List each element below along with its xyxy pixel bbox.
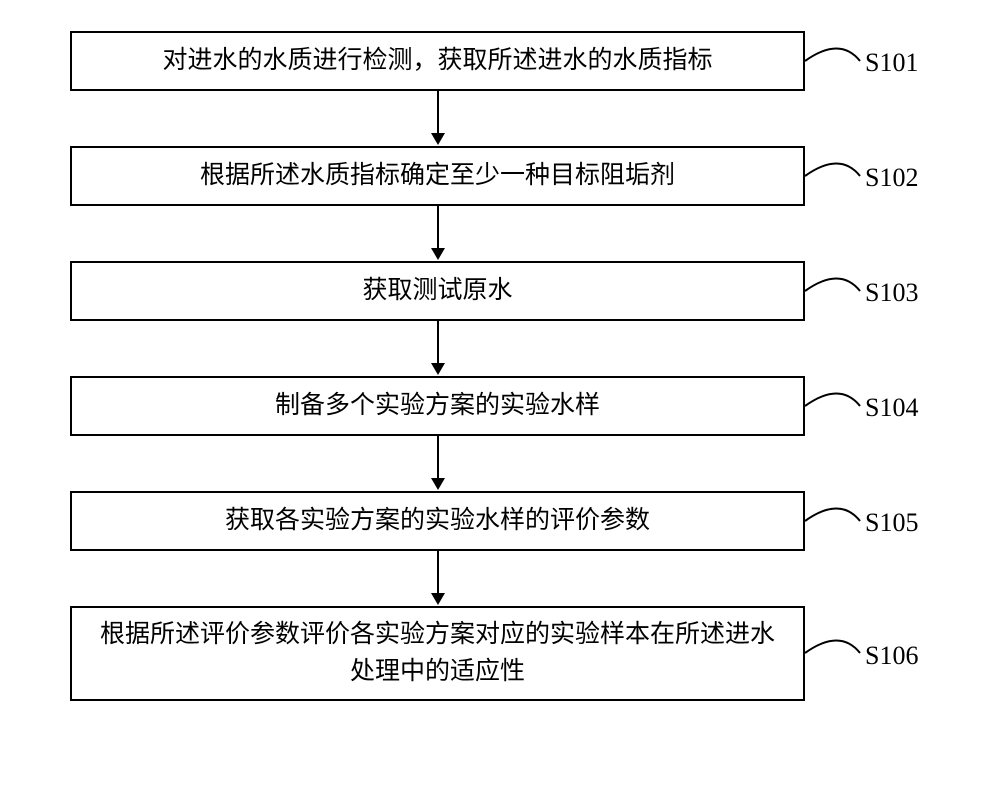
flowchart-container: 对进水的水质进行检测，获取所述进水的水质指标 S101 根据所述水质指标确定至少… bbox=[50, 26, 950, 786]
step-text-s103: 获取测试原水 bbox=[362, 272, 512, 310]
arrow-4 bbox=[431, 436, 445, 490]
step-box-s104: 制备多个实验方案的实验水样 bbox=[70, 376, 805, 436]
step-text-s101: 对进水的水质进行检测，获取所述进水的水质指标 bbox=[162, 42, 712, 80]
step-box-s105: 获取各实验方案的实验水样的评价参数 bbox=[70, 491, 805, 551]
arrow-2 bbox=[431, 206, 445, 260]
step-text-s105: 获取各实验方案的实验水样的评价参数 bbox=[225, 502, 650, 540]
step-label-s104: S104 bbox=[865, 393, 918, 423]
step-box-s106: 根据所述评价参数评价各实验方案对应的实验样本在所述进水处理中的适应性 bbox=[70, 606, 805, 701]
step-label-s101: S101 bbox=[865, 48, 918, 78]
step-text-s104: 制备多个实验方案的实验水样 bbox=[275, 387, 600, 425]
step-text-s102: 根据所述水质指标确定至少一种目标阻垢剂 bbox=[200, 157, 675, 195]
step-text-s106: 根据所述评价参数评价各实验方案对应的实验样本在所述进水处理中的适应性 bbox=[92, 616, 783, 691]
arrow-1 bbox=[431, 91, 445, 145]
step-label-s106: S106 bbox=[865, 641, 918, 671]
step-box-s101: 对进水的水质进行检测，获取所述进水的水质指标 bbox=[70, 31, 805, 91]
step-box-s102: 根据所述水质指标确定至少一种目标阻垢剂 bbox=[70, 146, 805, 206]
arrow-5 bbox=[431, 551, 445, 605]
step-box-s103: 获取测试原水 bbox=[70, 261, 805, 321]
step-label-s103: S103 bbox=[865, 278, 918, 308]
step-label-s102: S102 bbox=[865, 163, 918, 193]
step-label-s105: S105 bbox=[865, 508, 918, 538]
arrow-3 bbox=[431, 321, 445, 375]
